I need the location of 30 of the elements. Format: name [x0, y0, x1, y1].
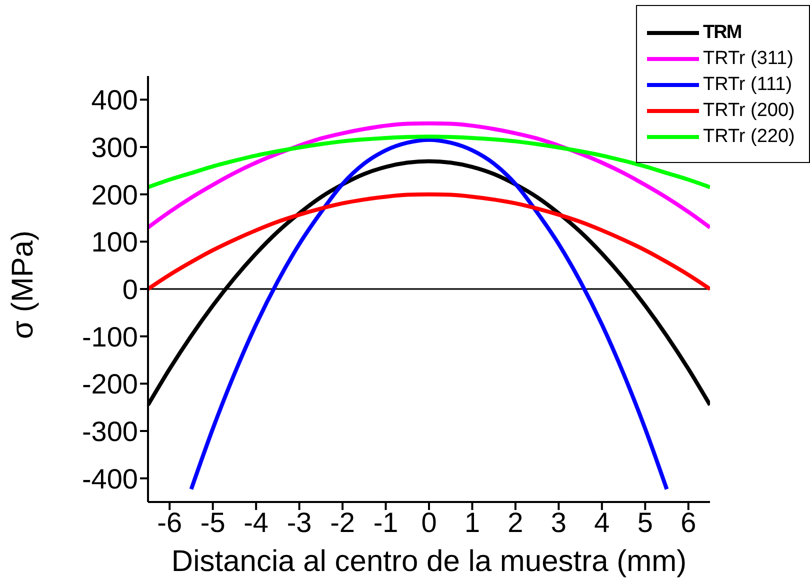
- x-tick-label: 1: [464, 506, 480, 538]
- y-tick-label: -100: [82, 321, 138, 352]
- x-tick-label: 0: [421, 506, 437, 538]
- legend-label: TRTr (111): [703, 74, 792, 96]
- y-tick-label: 200: [91, 179, 138, 210]
- x-tick-label: -1: [373, 506, 398, 538]
- x-tick-label: -2: [330, 506, 355, 538]
- x-tick-label: 5: [637, 506, 653, 538]
- y-tick-label: 300: [91, 132, 138, 163]
- y-tick-label: -300: [82, 416, 138, 447]
- x-tick-label: 3: [550, 506, 566, 538]
- line-series: [189, 138, 669, 492]
- y-tick-label: 100: [91, 226, 138, 258]
- legend-label: TRTr (220): [703, 126, 795, 148]
- y-tick-label: 0: [122, 274, 138, 305]
- legend-label: TRTr (311): [703, 48, 794, 70]
- legend-label: TRTr (200): [703, 100, 795, 122]
- x-tick-label: 2: [508, 506, 524, 538]
- x-tick-label: -5: [200, 506, 226, 538]
- x-tick-label: -6: [157, 506, 182, 538]
- x-tick-label: -3: [286, 506, 312, 538]
- y-tick-label: -400: [82, 463, 138, 494]
- y-tick-label: 400: [91, 84, 138, 116]
- x-tick-label: -4: [244, 506, 269, 538]
- y-tick-label: -200: [82, 368, 138, 400]
- x-axis-title: Distancia al centro de la muestra (mm): [171, 545, 687, 578]
- x-tick-label: 6: [680, 506, 696, 538]
- x-tick-label: 4: [594, 506, 610, 538]
- y-axis-title: σ (MPa): [6, 230, 40, 339]
- legend-label: TRM: [703, 22, 742, 44]
